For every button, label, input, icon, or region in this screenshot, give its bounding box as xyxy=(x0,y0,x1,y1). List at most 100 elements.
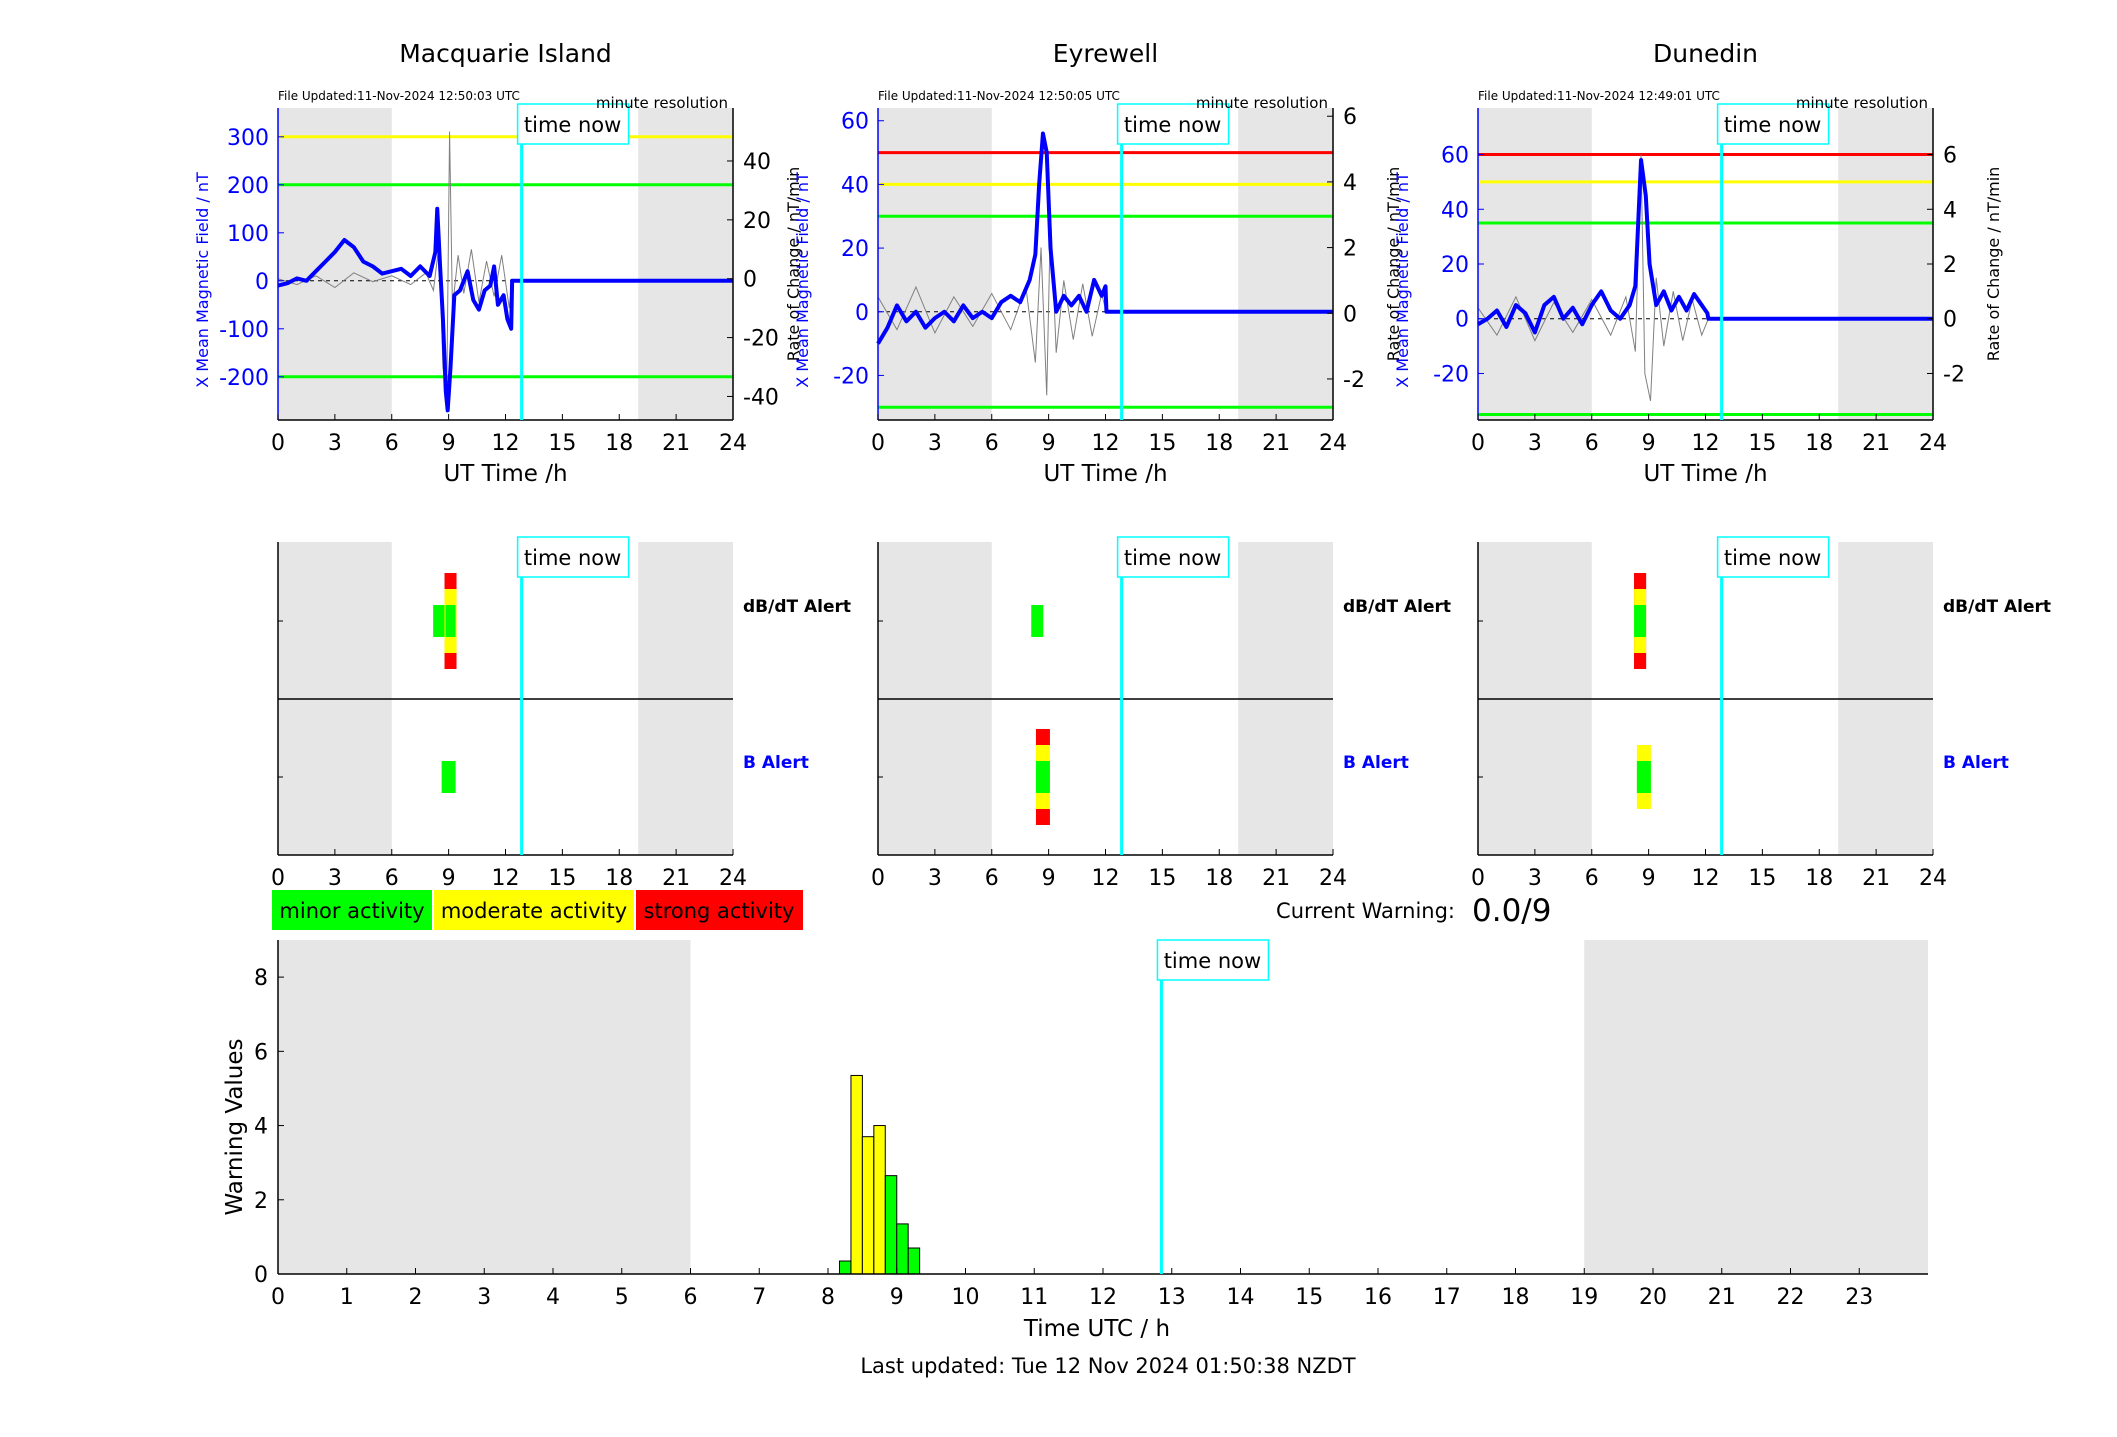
y-right-tick-label: -40 xyxy=(743,385,779,410)
x-tick-label: 0 xyxy=(271,431,285,456)
warning-x-tick-label: 10 xyxy=(952,1285,980,1310)
alert-x-tick-label: 12 xyxy=(1092,866,1120,891)
warning-bar xyxy=(896,1223,909,1275)
dbdt-alert-bar-minor xyxy=(1031,605,1044,637)
dbdt-alert-label: dB/dT Alert xyxy=(1343,597,1451,617)
resolution-text: minute resolution xyxy=(1196,94,1328,112)
x-tick-label: 15 xyxy=(548,431,576,456)
y-right-tick-label: 4 xyxy=(1343,171,1357,196)
dbdt-alert-label: dB/dT Alert xyxy=(1943,597,2051,617)
current-warning-label: Current Warning: xyxy=(1276,899,1455,923)
x-tick-label: 0 xyxy=(871,431,885,456)
alert-x-tick-label: 15 xyxy=(548,866,576,891)
alert-x-tick-label: 3 xyxy=(1528,866,1542,891)
alert-x-tick-label: 21 xyxy=(1262,866,1290,891)
x-axis-title: UT Time /h xyxy=(1043,461,1167,487)
y-left-tick-label: 20 xyxy=(841,237,869,262)
alert-x-tick-label: 24 xyxy=(1919,866,1947,891)
x-tick-label: 9 xyxy=(1042,431,1056,456)
y-right-axis-title: Rate of Change / nT/min xyxy=(1384,167,1403,362)
y-right-tick-label: 20 xyxy=(743,209,771,234)
legend-strong-label: strong activity xyxy=(644,899,795,923)
x-axis-title: UT Time /h xyxy=(443,461,567,487)
night-shading xyxy=(1478,108,1592,420)
alert-time-now-label: time now xyxy=(524,546,621,570)
legend-strong-swatch xyxy=(636,890,803,930)
y-left-tick-label: 0 xyxy=(855,301,869,326)
y-right-tick-label: 2 xyxy=(1943,253,1957,278)
warning-x-tick-label: 7 xyxy=(752,1285,766,1310)
file-updated-text: File Updated:11-Nov-2024 12:50:03 UTC xyxy=(278,89,520,103)
dbdt-alert-label: dB/dT Alert xyxy=(743,597,851,617)
x-tick-label: 15 xyxy=(1748,431,1776,456)
warning-x-axis-title: Time UTC / h xyxy=(1023,1316,1170,1342)
x-tick-label: 6 xyxy=(385,431,399,456)
warning-x-tick-label: 16 xyxy=(1364,1285,1392,1310)
warning-night-shading xyxy=(278,940,691,1274)
x-tick-label: 24 xyxy=(1919,431,1947,456)
alert-x-tick-label: 12 xyxy=(1692,866,1720,891)
x-tick-label: 3 xyxy=(328,431,342,456)
warning-y-tick-label: 8 xyxy=(254,966,268,991)
b-alert-bar-minor xyxy=(441,761,456,793)
y-right-tick-label: 0 xyxy=(1343,302,1357,327)
station-alert-panel: dB/dT Alert B Alert time now 0 3 6 9 12 15 18 21 24 xyxy=(871,536,1451,891)
warning-x-tick-label: 8 xyxy=(821,1285,835,1310)
alert-x-tick-label: 9 xyxy=(442,866,456,891)
b-alert-label: B Alert xyxy=(1343,753,1409,773)
warning-x-tick-label: 6 xyxy=(684,1285,698,1310)
x-tick-label: 9 xyxy=(442,431,456,456)
warning-y-tick-label: 4 xyxy=(254,1115,268,1140)
warning-y-axis-title: Warning Values xyxy=(222,1038,248,1215)
legend-moderate-swatch xyxy=(434,890,634,930)
y-right-tick-label: -2 xyxy=(1343,368,1365,393)
dbdt-alert-bar-strong xyxy=(1634,573,1647,589)
alert-x-tick-label: 3 xyxy=(928,866,942,891)
alert-x-tick-label: 18 xyxy=(1205,866,1233,891)
alert-time-now-box xyxy=(1716,536,1830,578)
y-left-tick-label: -100 xyxy=(219,318,269,343)
station-title: Dunedin xyxy=(1653,39,1758,68)
station-panel: Macquarie Island time now File Updated:11-… xyxy=(193,39,803,487)
warning-bar xyxy=(861,1136,875,1275)
time-now-box xyxy=(1716,103,1830,145)
station-panel: Eyrewell time now File Updated:11-Nov-2024… xyxy=(793,39,1403,487)
y-left-tick-label: 0 xyxy=(255,270,269,295)
warning-x-tick-label: 2 xyxy=(409,1285,423,1310)
y-left-axis-title: X Mean Magnetic Field / nT xyxy=(1393,172,1412,388)
y-left-tick-label: 40 xyxy=(1441,198,1469,223)
b-alert-label: B Alert xyxy=(1943,753,2009,773)
warning-night-shading xyxy=(1584,940,1928,1274)
alert-x-tick-label: 21 xyxy=(662,866,690,891)
x-tick-label: 12 xyxy=(1692,431,1720,456)
alert-time-now-box xyxy=(1116,536,1230,578)
time-now-box xyxy=(1116,103,1230,145)
warning-time-now-label: time now xyxy=(1164,949,1261,973)
y-left-tick-label: 100 xyxy=(227,222,269,247)
y-left-axis-title: X Mean Magnetic Field / nT xyxy=(193,172,212,388)
activity-legend: minor activity moderate activity strong … xyxy=(272,890,803,930)
alert-x-tick-label: 6 xyxy=(985,866,999,891)
x-tick-label: 6 xyxy=(985,431,999,456)
alert-x-tick-label: 18 xyxy=(605,866,633,891)
alert-x-tick-label: 3 xyxy=(328,866,342,891)
y-left-tick-label: -20 xyxy=(1433,362,1469,387)
x-tick-label: 21 xyxy=(1262,431,1290,456)
alert-x-tick-label: 9 xyxy=(1042,866,1056,891)
dbdt-alert-bar-minor xyxy=(445,605,456,637)
dbdt-alert-bar-strong xyxy=(1634,653,1647,669)
x-tick-label: 15 xyxy=(1148,431,1176,456)
current-warning: Current Warning: 0.0/9 xyxy=(1276,893,1551,929)
night-shading xyxy=(278,108,392,420)
time-now-box xyxy=(516,103,630,145)
warning-x-tick-label: 17 xyxy=(1433,1285,1461,1310)
x-tick-label: 24 xyxy=(1319,431,1347,456)
y-right-tick-label: 40 xyxy=(743,150,771,175)
warning-bar xyxy=(838,1260,852,1275)
alert-x-tick-label: 18 xyxy=(1805,866,1833,891)
y-right-tick-label: -2 xyxy=(1943,362,1965,387)
x-tick-label: 3 xyxy=(928,431,942,456)
station-alert-panels: dB/dT Alert B Alert time now 0 3 6 9 12 15 18 21 24… xyxy=(271,536,2051,891)
alert-x-tick-label: 15 xyxy=(1148,866,1176,891)
